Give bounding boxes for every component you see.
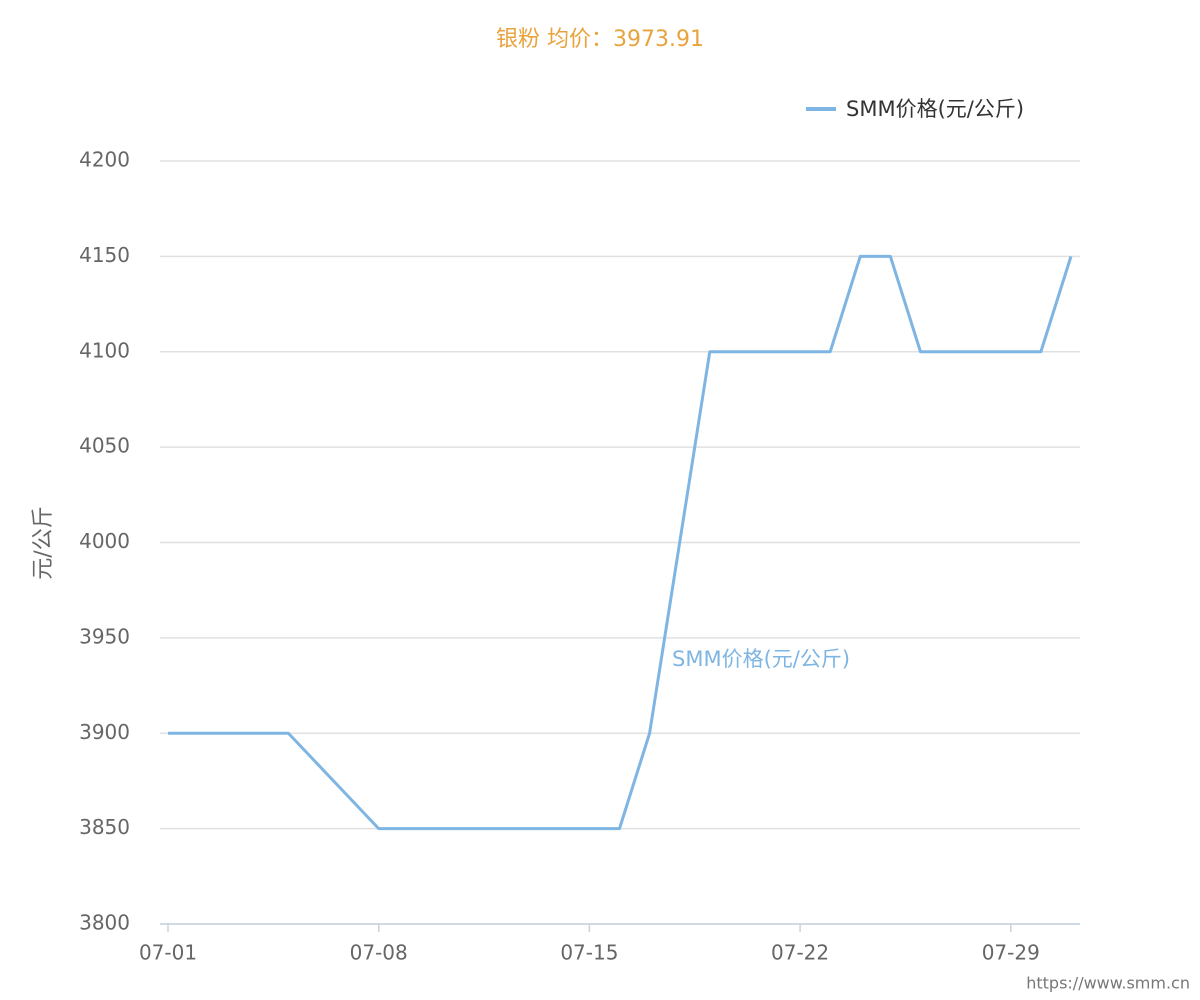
footer-url: https://www.smm.cn [1026,974,1190,993]
x-tick-label: 07-29 [982,941,1040,965]
y-tick-label: 3950 [79,624,130,648]
y-tick-label: 3800 [79,911,130,935]
y-tick-label: 3850 [79,815,130,839]
y-tick-label: 4200 [79,148,130,172]
series-line [168,254,1073,831]
x-tick-label: 07-08 [350,941,408,965]
x-tick-label: 07-01 [139,941,197,965]
y-tick-label: 4000 [79,529,130,553]
y-axis-label: 元/公斤 [31,506,56,579]
legend-label: SMM价格(元/公斤) [846,97,1024,121]
y-tick-label: 3900 [79,720,130,744]
y-tick-label: 4100 [79,338,130,362]
y-tick-label: 4150 [79,243,130,267]
series-label: SMM价格(元/公斤) [672,647,850,671]
y-tick-label: 4050 [79,434,130,458]
chart-title: 银粉 均价：3973.91 [496,27,704,52]
x-tick-label: 07-22 [771,941,829,965]
x-tick-label: 07-15 [560,941,618,965]
